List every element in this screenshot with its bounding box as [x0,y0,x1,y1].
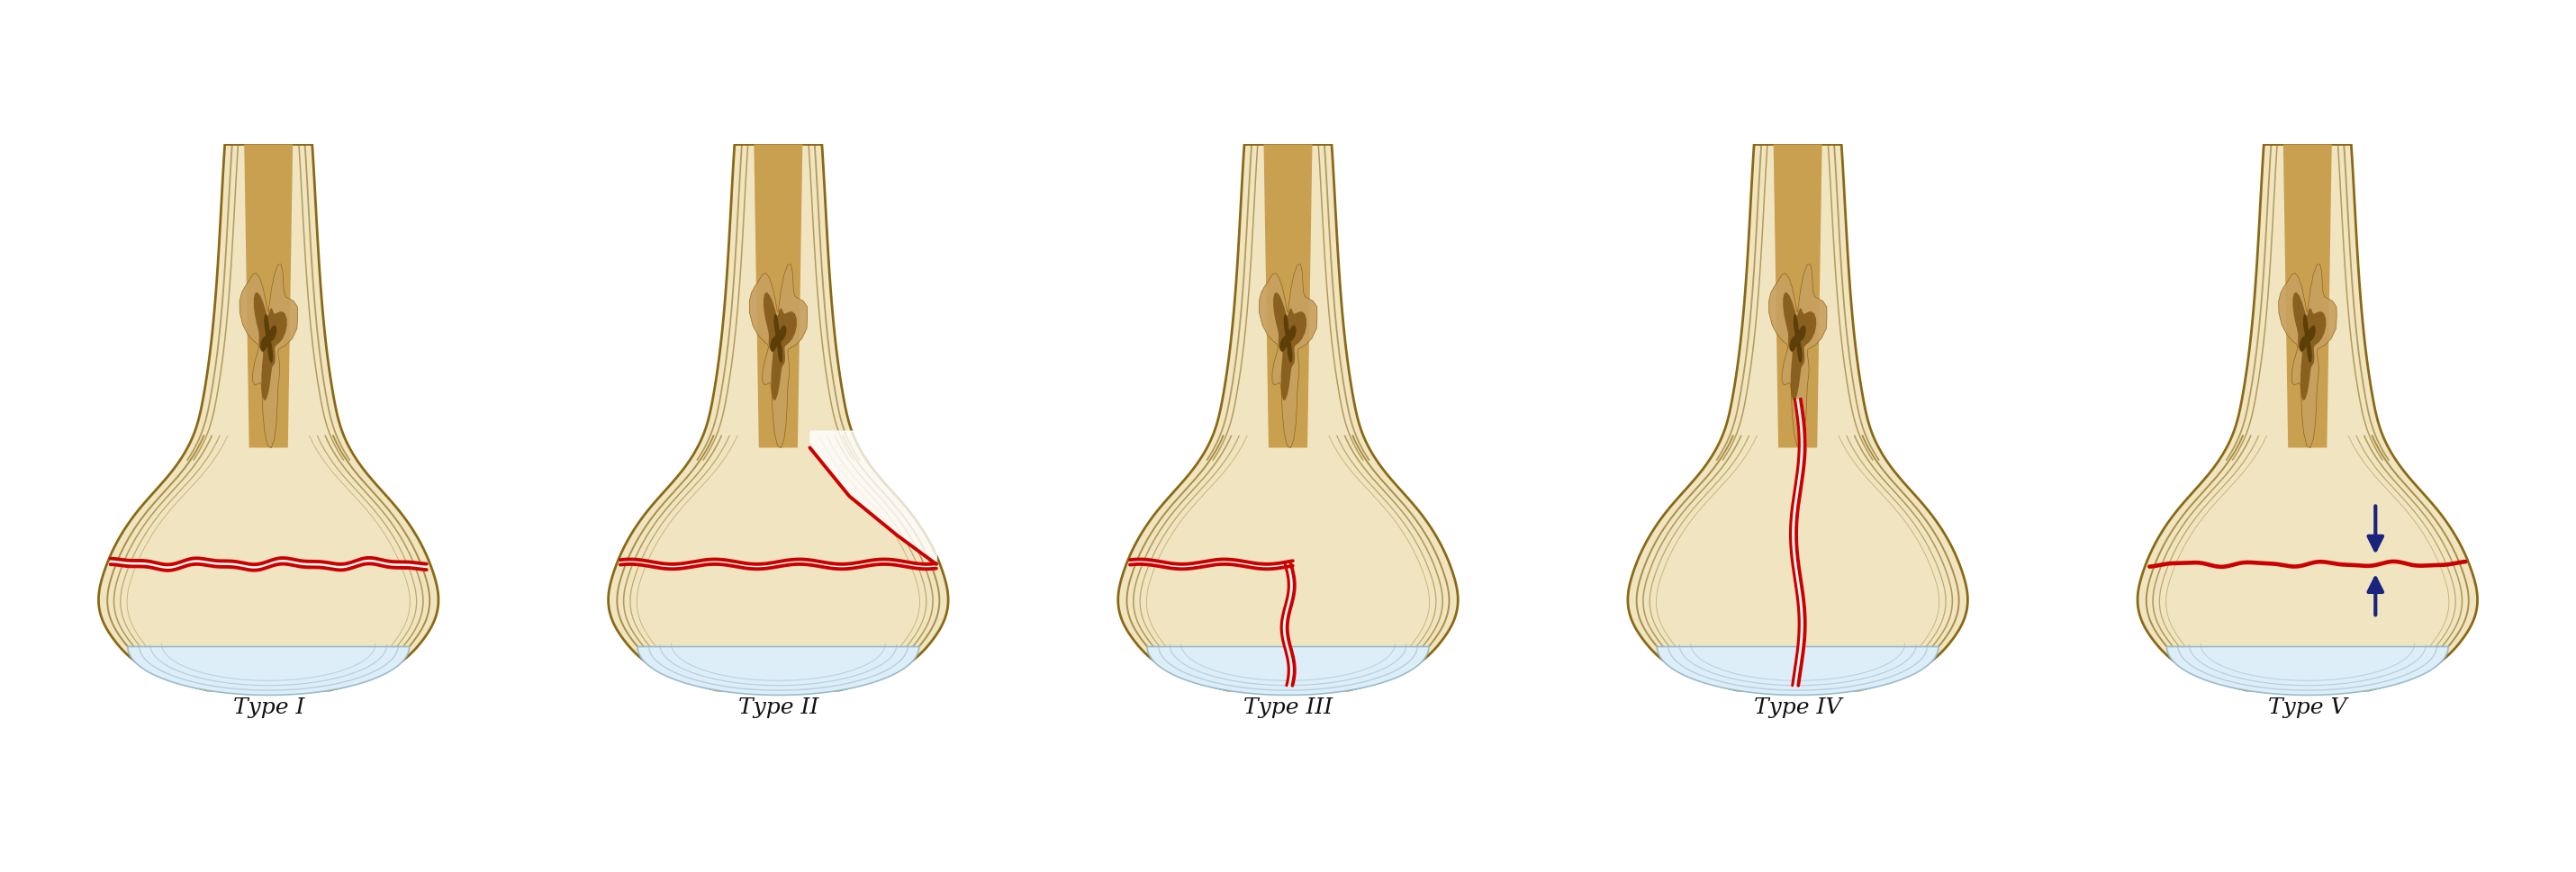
Polygon shape [608,145,948,691]
Polygon shape [2166,647,2447,695]
Text: Type III: Type III [1244,697,1332,718]
Polygon shape [1770,265,1826,448]
Polygon shape [2280,265,2336,448]
Polygon shape [755,145,804,448]
Polygon shape [1790,315,1806,364]
Polygon shape [2293,293,2326,401]
Polygon shape [750,265,806,448]
Text: Type V: Type V [2267,697,2347,718]
Polygon shape [2282,145,2331,448]
Polygon shape [260,315,276,364]
Polygon shape [1628,145,1968,691]
Text: Type I: Type I [232,697,304,718]
Polygon shape [636,647,920,695]
Text: Type IV: Type IV [1754,697,1842,718]
Polygon shape [1783,293,1816,401]
Polygon shape [1772,145,1821,448]
Polygon shape [2138,145,2478,691]
Polygon shape [762,293,796,401]
Polygon shape [1265,145,1311,448]
Polygon shape [98,145,438,691]
Polygon shape [255,293,286,401]
Polygon shape [245,145,294,448]
Text: Type II: Type II [739,697,819,718]
Polygon shape [1118,145,1458,691]
Polygon shape [240,265,299,448]
Polygon shape [2300,315,2316,364]
Polygon shape [129,647,410,695]
Polygon shape [770,315,786,364]
Polygon shape [1260,265,1316,448]
Polygon shape [1146,647,1430,695]
Polygon shape [1280,315,1296,364]
Polygon shape [1656,647,1940,695]
Polygon shape [1273,293,1306,401]
